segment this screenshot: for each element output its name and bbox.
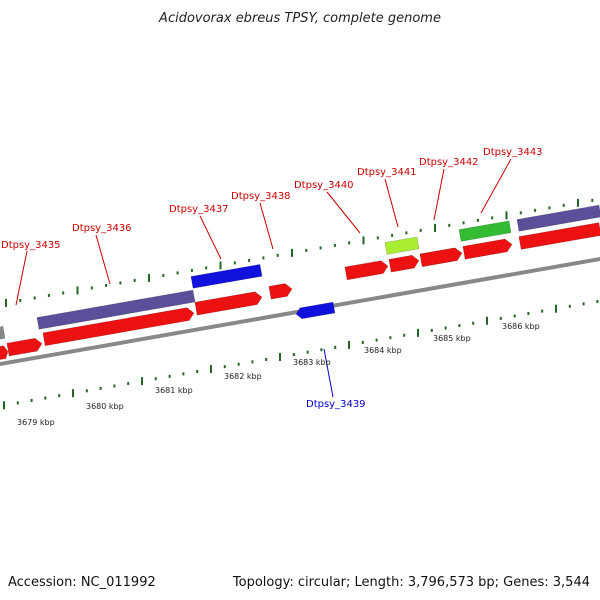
gene-label-dtpsy-3437[interactable]: Dtpsy_3437	[169, 204, 229, 215]
leader-line	[323, 348, 334, 398]
gene-label-dtpsy-3440[interactable]: Dtpsy_3440	[294, 180, 354, 191]
genome-title: Acidovorax ebreus TPSY, complete genome	[158, 11, 441, 26]
scale-labels: 3679 kbp 3680 kbp 3681 kbp 3682 kbp 3683…	[17, 322, 540, 427]
gene-label-dtpsy-3441[interactable]: Dtpsy_3441	[357, 167, 417, 178]
forward-gene-arrow-shape	[42, 307, 195, 347]
label-leader-lines	[15, 158, 512, 398]
scale-label: 3683 kbp	[293, 358, 331, 367]
scale-label: 3684 kbp	[364, 346, 402, 355]
forward-gene-arrow-shape	[419, 247, 463, 268]
leader-line	[326, 191, 361, 234]
gene-label-dtpsy-3442[interactable]: Dtpsy_3442	[419, 157, 479, 168]
leader-line	[433, 168, 445, 221]
leader-line	[199, 215, 222, 260]
scale-tick-track	[3, 299, 599, 410]
leader-line	[480, 158, 512, 214]
leader-line	[95, 234, 111, 285]
green-feature-bar-shape	[458, 220, 512, 242]
forward-gene-arrow-shape	[344, 260, 389, 281]
forward-gene-arrow[interactable]	[344, 260, 389, 281]
forward-gene-arrow-shape	[388, 254, 420, 273]
forward-gene-arrow[interactable]	[194, 291, 263, 316]
scale-label: 3680 kbp	[86, 402, 124, 411]
lime-feature-bar-shape	[384, 236, 420, 255]
outer-tick-track	[5, 198, 594, 307]
scale-label: 3686 kbp	[502, 322, 540, 331]
scale-label: 3682 kbp	[224, 372, 262, 381]
forward-gene-arrow-shape	[268, 283, 293, 300]
forward-gene-arrow[interactable]	[388, 254, 420, 273]
reverse-gene-arrow[interactable]	[295, 301, 336, 320]
scale-label: 3679 kbp	[17, 418, 55, 427]
lime-feature-bar[interactable]	[384, 236, 420, 255]
feature-track	[0, 204, 600, 361]
scale-label: 3681 kbp	[155, 386, 193, 395]
forward-gene-block[interactable]	[518, 222, 600, 250]
leader-line	[259, 202, 274, 250]
grey-feature-bar-shape	[0, 326, 6, 340]
genome-summary-text: Topology: circular; Length: 3,796,573 bp…	[232, 575, 590, 590]
forward-gene-arrow-shape	[462, 238, 513, 260]
forward-gene-arrow[interactable]	[268, 282, 293, 300]
purple-feature-bar[interactable]	[36, 289, 196, 330]
forward-gene-arrow-shape	[0, 345, 9, 361]
leader-line	[384, 178, 399, 228]
scale-label: 3685 kbp	[433, 334, 471, 343]
forward-gene-arrow-shape	[6, 337, 43, 357]
forward-gene-arrow[interactable]	[0, 345, 9, 361]
forward-gene-arrow[interactable]	[6, 337, 43, 357]
blue-feature-bar-shape	[190, 264, 263, 289]
gene-label-dtpsy-3438[interactable]: Dtpsy_3438	[231, 191, 291, 202]
purple-feature-bar[interactable]	[516, 204, 600, 232]
forward-gene-arrow-shape	[194, 291, 263, 316]
forward-gene-arrow[interactable]	[42, 307, 195, 347]
gene-label-dtpsy-3439[interactable]: Dtpsy_3439	[306, 399, 366, 410]
leader-line	[15, 250, 28, 306]
forward-gene-arrow[interactable]	[462, 238, 513, 260]
gene-labels: Dtpsy_3435 Dtpsy_3436 Dtpsy_3437 Dtpsy_3…	[1, 147, 543, 410]
purple-feature-bar-shape	[36, 289, 196, 330]
green-feature-bar[interactable]	[458, 220, 512, 242]
grey-feature-bar[interactable]	[0, 326, 6, 340]
accession-text: Accession: NC_011992	[8, 575, 156, 590]
forward-gene-arrow[interactable]	[419, 247, 463, 268]
forward-gene-block-shape	[518, 222, 600, 250]
reverse-gene-arrow-shape	[295, 301, 336, 320]
gene-label-dtpsy-3443[interactable]: Dtpsy_3443	[483, 147, 543, 158]
purple-feature-bar-shape	[516, 204, 600, 232]
gene-label-dtpsy-3436[interactable]: Dtpsy_3436	[72, 223, 132, 234]
blue-feature-bar[interactable]	[190, 264, 263, 289]
gene-label-dtpsy-3435[interactable]: Dtpsy_3435	[1, 240, 61, 251]
